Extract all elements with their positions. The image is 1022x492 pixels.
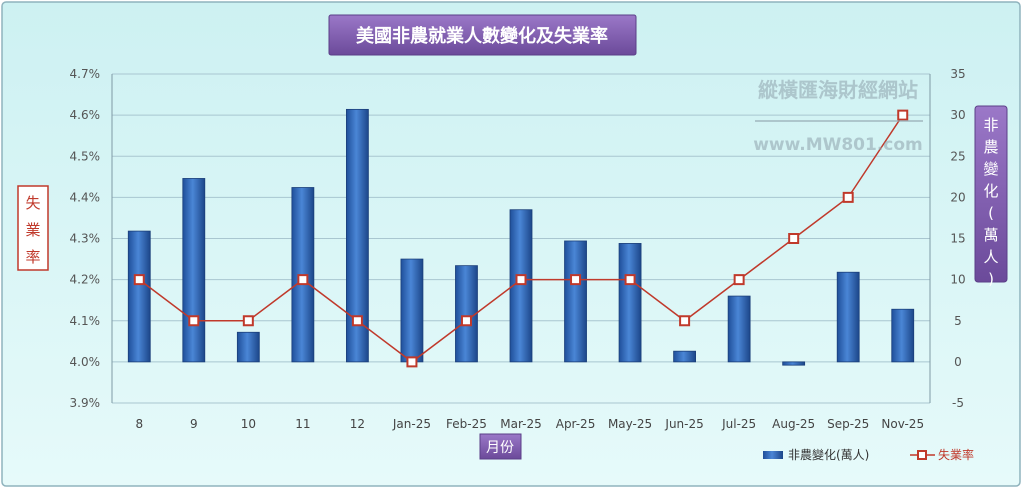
left-axis-label: 失業率 [25,194,40,266]
bar [509,209,533,363]
bar [782,361,806,366]
line-series [133,109,909,368]
line-point [188,315,200,327]
x-tick-label: Jun-25 [664,417,703,431]
legend-bar-label: 非農變化(萬人) [788,447,869,462]
left-tick-label: 4.1% [70,314,101,328]
bar [400,258,424,363]
x-tick-label: Nov-25 [881,417,924,431]
line-point [624,274,636,286]
x-tick-label: May-25 [608,417,652,431]
right-tick-label: 20 [950,190,965,204]
right-axis-ticks: -5 0 5 10 15 20 25 30 35 [950,67,965,410]
line-point [242,315,254,327]
bar [455,265,478,363]
line-point [297,274,309,286]
line-point [133,274,145,286]
bar [236,331,260,363]
left-tick-label: 4.4% [70,190,101,204]
right-tick-label: 25 [950,149,965,163]
right-axis-label: 非農變化(萬人) [983,116,998,288]
watermark-underline [755,120,923,122]
left-tick-label: 4.3% [70,232,101,246]
right-tick-label: 30 [950,108,965,122]
x-tick-label: 10 [241,417,256,431]
line-point [515,274,527,286]
x-axis-ticks: 8 9 10 11 12 Jan-25 Feb-25 Mar-25 Apr-25 May-25 Ju… [135,417,924,431]
bar [673,350,696,363]
right-axis-label-box: 非農變化(萬人) [974,105,1008,288]
bar [727,295,751,363]
line-point [351,315,363,327]
x-tick-label: 9 [190,417,198,431]
line-point [406,356,418,368]
line-point [842,191,854,203]
bar [564,240,587,363]
right-tick-label: 15 [950,232,965,246]
legend-line-label: 失業率 [938,447,974,462]
left-tick-label: 3.9% [70,396,101,410]
right-tick-label: 5 [954,314,962,328]
x-tick-label: Feb-25 [446,417,487,431]
left-tick-label: 4.5% [70,149,101,163]
x-tick-label: 12 [350,417,365,431]
bar [127,230,151,363]
watermark-line1: 縱橫匯海財經網站 [758,78,918,102]
x-axis-label: 月份 [486,440,514,456]
chart-title: 美國非農就業人數變化及失業率 [356,25,608,47]
right-tick-label: 0 [954,355,962,369]
line-point [788,233,800,244]
watermark-line2: www.MW801.com [753,135,923,155]
bar [618,243,642,363]
watermark: 縱橫匯海財經網站 www.MW801.com [753,78,923,155]
right-tick-label: -5 [952,396,964,410]
chart-title-box: 美國非農就業人數變化及失業率 [328,14,637,56]
x-axis-label-box: 月份 [479,433,522,460]
x-tick-label: Sep-25 [827,417,869,431]
right-tick-label: 35 [950,67,965,81]
line-point [460,315,472,327]
left-axis-label-box: 失業率 [17,185,49,271]
x-tick-label: 11 [295,417,310,431]
x-tick-label: Jul-25 [721,417,756,431]
left-axis-ticks: 3.9% 4.0% 4.1% 4.2% 4.3% 4.4% 4.5% 4.6% 4.7% [70,67,101,410]
legend-line-marker [917,450,927,460]
line-point [897,109,909,121]
legend-bar-swatch [763,451,783,459]
line-point [570,274,582,286]
legend: 非農變化(萬人) 失業率 [763,447,974,462]
x-tick-label: Mar-25 [500,417,541,431]
bar [891,308,915,363]
left-tick-label: 4.6% [70,108,101,122]
left-tick-label: 4.2% [70,273,101,287]
bar [345,108,369,363]
x-tick-label: Aug-25 [772,417,815,431]
left-tick-label: 4.7% [70,67,101,81]
bar [182,178,206,363]
x-tick-label: 8 [135,417,143,431]
x-tick-label: Jan-25 [392,417,431,431]
x-tick-label: Apr-25 [556,417,596,431]
right-tick-label: 10 [950,273,965,287]
left-tick-label: 4.0% [70,355,101,369]
legend-item-bar: 非農變化(萬人) [763,447,869,462]
bar [836,271,860,363]
line-point [733,274,745,286]
line-point [679,315,691,327]
legend-item-line: 失業率 [910,447,974,462]
